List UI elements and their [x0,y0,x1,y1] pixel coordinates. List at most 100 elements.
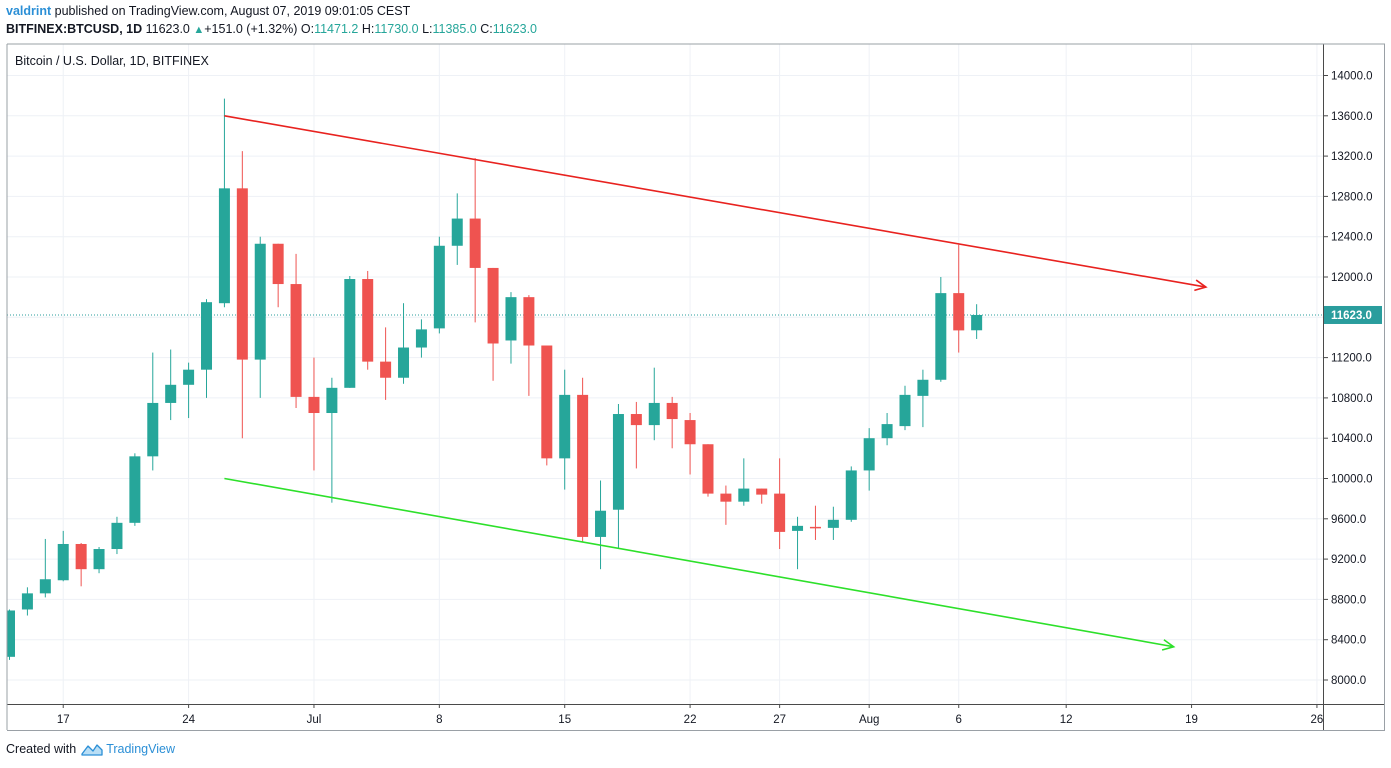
y-tick-label: 10400.0 [1331,433,1373,445]
candle-up [845,470,857,520]
last-price-label: 11623.0 [1331,310,1372,322]
x-tick-label: 19 [1185,714,1198,726]
candle-down [630,414,642,426]
candle-down [75,543,87,570]
tradingview-brand-link[interactable]: TradingView [106,742,175,756]
candle-up [917,379,929,396]
up-triangle-icon: ▲ [193,24,205,36]
candle-up [147,402,159,457]
candle-up [899,394,911,427]
low-label: L: [422,22,433,36]
y-tick-label: 11200.0 [1331,353,1372,365]
candle-up [792,525,804,531]
close-value: 11623.0 [492,22,538,36]
close-label: C: [480,22,493,36]
y-tick-label: 12800.0 [1331,191,1373,203]
x-tick-label: Jul [307,714,322,726]
candle-up [218,188,230,304]
last-price: 11623.0 [145,22,190,36]
candle-up [39,579,51,594]
candle-up [971,314,983,331]
x-tick-label: 15 [558,714,571,726]
candle-down [684,420,696,445]
publish-text: published on TradingView.com, August 07,… [54,4,411,18]
publish-info: valdrint published on TradingView.com, A… [6,4,410,18]
y-tick-label: 8000.0 [1331,675,1366,687]
candle-up [254,243,266,360]
candle-up [165,384,177,403]
x-tick-label: 6 [956,714,962,726]
x-tick-label: 8 [436,714,442,726]
candles [7,98,1323,660]
candle-up [344,279,356,388]
candle-up [595,510,607,537]
created-with-text: Created with [6,742,77,756]
candle-down [720,493,732,502]
y-tick-label: 9200.0 [1331,554,1366,566]
x-tick-label: 24 [182,714,195,726]
resistance-arrowhead-icon [1194,279,1208,292]
y-tick-label: 12400.0 [1331,232,1373,244]
candle-up [111,522,123,550]
y-tick-label: 10800.0 [1331,393,1373,405]
candle-up [129,456,141,523]
candle-down [380,361,392,378]
x-tick-label: 17 [57,714,70,726]
open-label: O: [300,22,315,36]
candle-up [183,369,195,385]
candle-down [236,188,248,360]
y-tick-label: 13200.0 [1331,151,1373,163]
y-tick-label: 10000.0 [1331,474,1373,486]
x-tick-label: 27 [773,714,786,726]
trendlines [224,115,1208,651]
candle-up [505,297,517,341]
author-link[interactable]: valdrint [6,4,52,18]
ohlc-legend: BITFINEX:BTCUSD, 1D 11623.0 ▲+151.0 (+1.… [6,22,537,36]
candle-up [201,302,213,370]
candle-up [863,438,875,471]
grid [7,44,1323,704]
candle-up [559,394,571,459]
chart-title: Bitcoin / U.S. Dollar, 1D, BITFINEX [15,54,209,68]
x-tick-label: 26 [1311,714,1324,726]
last-price-badge [1324,305,1382,324]
candle-up [648,402,660,426]
resistance-trendline [224,115,1207,288]
support-arrowhead-icon [1161,639,1176,651]
footer: Created with TradingView [6,742,175,756]
candle-up [881,424,893,439]
candle-down [362,279,374,362]
y-tick-label: 13600.0 [1331,111,1373,123]
candle-down [809,526,821,529]
y-tick-label: 8400.0 [1331,635,1366,647]
axes: 8000.0 8400.0 8800.0 9200.0 9600.0 10000.0 104… [6,43,1385,731]
candle-down [308,396,320,414]
candle-down [523,297,535,346]
y-tick-label: 8800.0 [1331,594,1366,606]
x-tick-label: 22 [684,714,697,726]
y-tick-label: 9600.0 [1331,514,1366,526]
candle-down [702,444,714,494]
candle-up [326,387,338,414]
candle-down [487,267,499,344]
candle-up [93,549,105,570]
x-tick-label: Aug [859,714,879,726]
candle-down [541,345,553,459]
candle-down [666,402,678,420]
high-label: H: [361,22,375,36]
tradingview-logo-icon [81,744,103,756]
symbol-label: BITFINEX:BTCUSD, 1D [6,22,143,36]
candle-up [935,293,947,380]
candle-up [738,488,750,502]
x-tick-label: 12 [1060,714,1073,726]
candle-up [451,218,463,246]
candle-down [290,284,302,397]
candle-down [953,293,965,331]
candle-down [577,394,589,537]
candle-up [398,347,410,378]
candle-up [827,519,839,528]
y-tick-label: 14000.0 [1331,71,1373,83]
candle-down [469,218,481,268]
candle-up [433,245,445,329]
